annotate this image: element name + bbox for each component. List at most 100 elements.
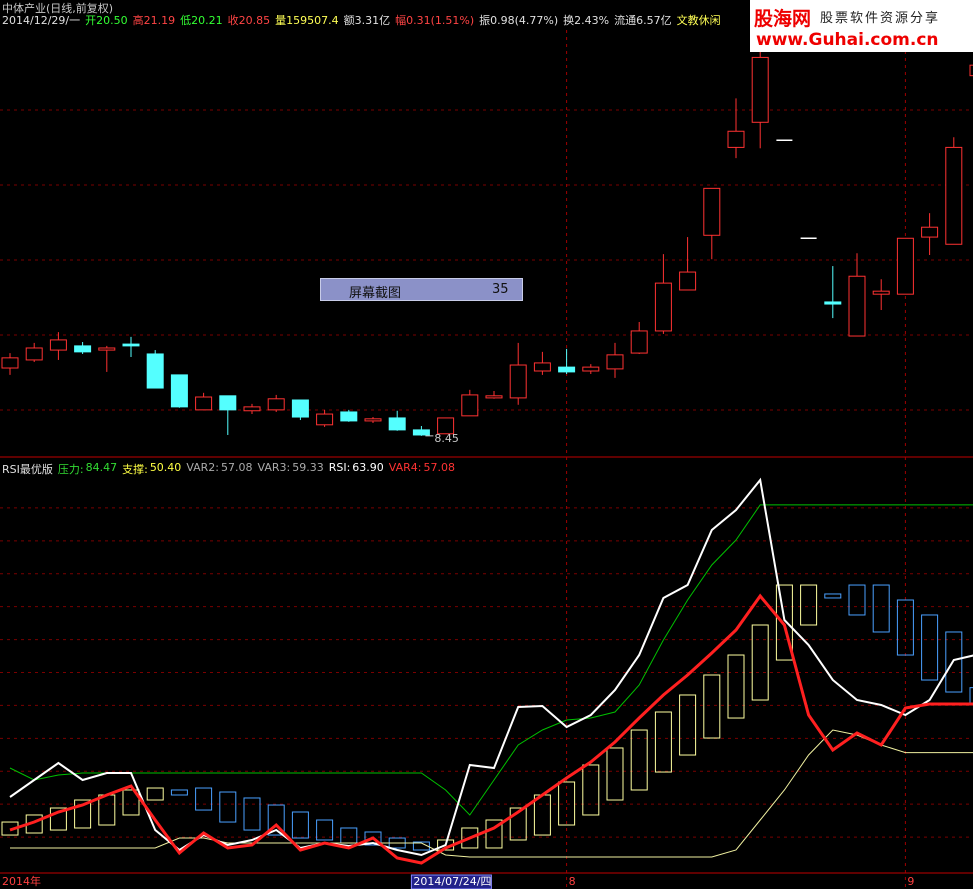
watermark-url: www.Guhai.com.cn xyxy=(756,30,939,50)
legend-value: 57.08 xyxy=(221,461,253,474)
var-box xyxy=(219,791,237,823)
var-box xyxy=(243,797,261,831)
var-box xyxy=(751,624,769,701)
x-tick-label: 2014年 xyxy=(2,874,41,888)
var-box xyxy=(485,819,503,849)
var-box xyxy=(533,794,551,836)
header-item: 振0.98(4.77%) xyxy=(479,14,559,27)
candle-body xyxy=(654,282,672,332)
header-item: 量159507.4 xyxy=(275,14,339,27)
candle-body xyxy=(340,411,358,422)
indicator-title: RSI最优版 xyxy=(2,463,53,476)
legend-name: RSI: xyxy=(328,461,351,474)
var-box xyxy=(800,584,818,626)
header-item: 高21.19 xyxy=(132,14,176,27)
var-box xyxy=(291,811,309,839)
candle-body xyxy=(98,347,116,351)
candle-body xyxy=(896,237,914,295)
legend-name: VAR3: xyxy=(257,461,291,474)
candle-body xyxy=(122,343,140,347)
candle-body xyxy=(461,394,479,417)
candle-body xyxy=(74,345,92,353)
header-item: 2014/12/29/一 xyxy=(2,14,81,27)
var-box xyxy=(703,674,721,739)
cursor-label-bg xyxy=(410,874,492,889)
legend-entry: 支撑: 50.40 xyxy=(122,461,181,477)
var-box xyxy=(848,584,866,616)
var-box xyxy=(509,807,527,841)
candle-body xyxy=(969,64,973,77)
var-box xyxy=(945,631,963,693)
header-row: 中体产业(日线,前复权) xyxy=(2,0,113,16)
screenshot-overlay: 屏幕截图 35 xyxy=(320,278,523,301)
candle-body xyxy=(195,396,213,411)
candle-body xyxy=(364,418,382,422)
series-line xyxy=(9,593,973,865)
var-box xyxy=(364,831,382,846)
candle-body xyxy=(267,398,285,411)
candle-body xyxy=(751,56,769,123)
candle-body xyxy=(945,146,963,245)
annotation: 8.45 xyxy=(434,432,459,445)
legend-entry: 压力: 84.47 xyxy=(58,461,117,477)
candle-body xyxy=(243,406,261,412)
overlay-value: 35 xyxy=(492,282,509,297)
header-item: 额3.31亿 xyxy=(343,14,391,27)
var-box xyxy=(195,787,213,811)
var-box xyxy=(412,841,430,851)
candle-body xyxy=(170,374,188,408)
var-box xyxy=(316,819,334,841)
candle-body xyxy=(291,399,309,418)
candle-body xyxy=(558,366,576,373)
var-box xyxy=(775,584,793,661)
var-box xyxy=(461,827,479,849)
candle-body xyxy=(388,417,406,431)
legend-value: 59.33 xyxy=(292,461,324,474)
candle-body xyxy=(872,290,890,295)
candle-body xyxy=(921,226,939,238)
legend-entry: VAR3: 59.33 xyxy=(258,461,324,477)
candle-body xyxy=(25,347,43,361)
var-box xyxy=(606,747,624,801)
candle-body xyxy=(146,353,164,389)
var-box xyxy=(969,687,973,705)
legend-value: 63.90 xyxy=(352,461,384,474)
candle-body xyxy=(630,330,648,354)
candle-body xyxy=(316,413,334,426)
candle-body xyxy=(582,366,600,372)
legend-value: 84.47 xyxy=(85,461,118,474)
var-box xyxy=(74,799,92,829)
candle-body xyxy=(824,301,842,305)
candle-body xyxy=(679,271,697,291)
header-item: 收20.85 xyxy=(227,14,271,27)
legend-name: 压力: xyxy=(57,463,84,476)
var-box xyxy=(340,827,358,844)
var-box xyxy=(122,789,140,816)
series-line xyxy=(9,504,973,816)
var-box xyxy=(824,593,842,599)
candle-body xyxy=(727,130,745,148)
legend-entry: VAR2: 57.08 xyxy=(186,461,252,477)
watermark-tagline: 股票软件资源分享 xyxy=(820,11,941,26)
header-item: 幅0.31(1.51%) xyxy=(395,14,475,27)
candle-body xyxy=(848,275,866,337)
watermark: 股海网 股票软件资源分享 www.Guhai.com.cn xyxy=(750,0,973,52)
var-box xyxy=(146,787,164,801)
watermark-name: 股海网 xyxy=(754,8,812,30)
legend-value: 57.08 xyxy=(423,461,456,474)
candle-body xyxy=(412,429,430,436)
var-box xyxy=(49,807,67,831)
series-line xyxy=(9,477,973,857)
header-title: 中体产业(日线,前复权) xyxy=(2,2,114,15)
var-box xyxy=(727,654,745,719)
var-box xyxy=(872,584,890,633)
candle-body xyxy=(437,417,455,435)
var-box xyxy=(558,781,576,826)
header-item: 文教休闲 xyxy=(676,14,721,27)
header-item: 换2.43% xyxy=(563,14,610,27)
var-box xyxy=(896,599,914,656)
var-box xyxy=(267,804,285,836)
legend-name: VAR4: xyxy=(388,461,422,474)
